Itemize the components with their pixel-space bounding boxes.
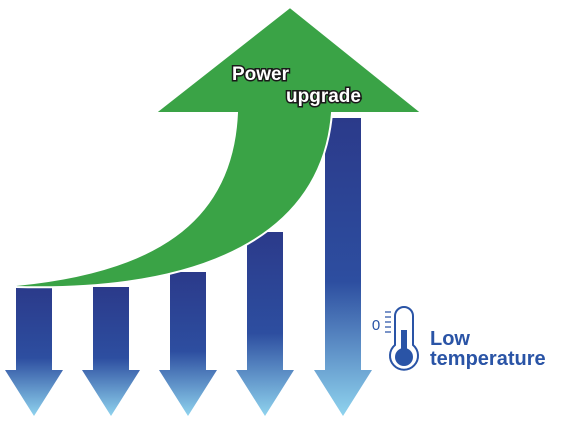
down-arrow — [314, 118, 372, 416]
arrow-label: upgrade — [286, 86, 361, 107]
up-arrow — [16, 7, 422, 287]
thermometer-icon — [385, 307, 418, 370]
down-arrow — [159, 272, 217, 416]
down-arrow — [5, 287, 63, 416]
scale-label: 0 — [372, 317, 380, 334]
illustration: Power upgrade 0 Low temperature — [0, 0, 579, 421]
down-arrow — [236, 232, 294, 416]
arrow-label: Power — [232, 64, 290, 85]
down-arrow — [82, 287, 140, 416]
page: {"arrow": {"label_lines": ["Power", "upg… — [0, 0, 579, 421]
temperature-label: temperature — [430, 348, 546, 370]
temperature-label: Low — [430, 328, 470, 350]
